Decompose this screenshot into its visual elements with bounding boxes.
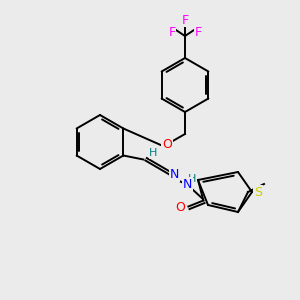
Text: N: N <box>183 178 192 191</box>
Text: N: N <box>170 168 179 181</box>
Text: H: H <box>149 148 158 158</box>
Text: O: O <box>162 137 172 151</box>
Text: S: S <box>254 185 262 199</box>
Text: F: F <box>182 14 189 26</box>
Text: H: H <box>188 175 196 184</box>
Text: F: F <box>168 26 175 38</box>
Text: O: O <box>176 201 185 214</box>
Text: F: F <box>194 26 202 38</box>
